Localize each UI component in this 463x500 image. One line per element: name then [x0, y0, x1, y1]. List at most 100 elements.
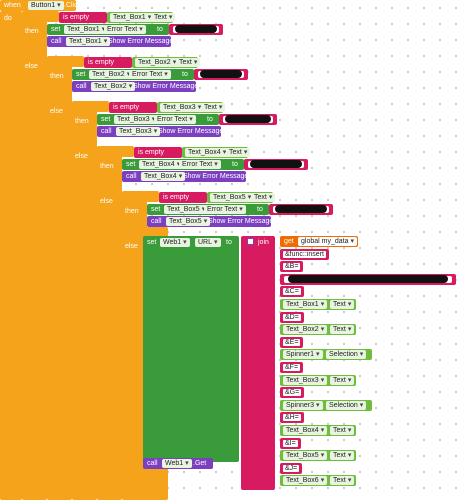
- join-component-dropdown[interactable]: Text_Box6 ▾: [283, 476, 328, 486]
- join-component-dropdown[interactable]: Text_Box1 ▾: [283, 300, 328, 309]
- join-string-16[interactable]: &I=: [280, 437, 301, 449]
- condition-prop-dropdown[interactable]: Text ▾: [151, 13, 176, 22]
- join-property-dropdown[interactable]: Text ▾: [330, 451, 355, 461]
- join-component-dropdown[interactable]: Text_Box3 ▾: [283, 375, 328, 385]
- call-box-dropdown-text: Text_Box5: [169, 218, 202, 225]
- string-value: &J=: [283, 464, 300, 472]
- web1-get-component-dropdown[interactable]: Web1 ▾: [162, 459, 192, 468]
- set-box-dropdown[interactable]: Text_Box2▾: [89, 70, 134, 79]
- event-component-dropdown[interactable]: Button1 ▾: [28, 1, 64, 10]
- join-component-dropdown[interactable]: Spinner1 ▾: [283, 350, 323, 360]
- string-value: &H=: [283, 414, 301, 422]
- chevron-down-icon: ▾: [152, 116, 156, 123]
- chevron-down-icon: ▾: [347, 326, 352, 334]
- to-label: to: [157, 26, 163, 33]
- join-string-2[interactable]: &B=: [280, 261, 304, 273]
- join-string-4[interactable]: &C=: [280, 286, 304, 298]
- join-property-dropdown[interactable]: Selection ▾: [326, 350, 367, 360]
- chevron-down-icon: ▾: [247, 194, 252, 201]
- join-block[interactable]: [241, 236, 275, 490]
- set-box-dropdown[interactable]: Text_Box1▾: [64, 25, 109, 34]
- to-label: to: [182, 71, 188, 78]
- url-property-dropdown[interactable]: URL ▾: [195, 238, 221, 247]
- chevron-down-icon: ▾: [147, 14, 152, 21]
- condition-box-dropdown[interactable]: Text_Box4 ▾: [185, 148, 230, 157]
- join-string-10[interactable]: &F=: [280, 362, 304, 373]
- error-text-prop-dropdown[interactable]: Error Text ▾: [179, 160, 221, 169]
- join-string-1[interactable]: &func::insert: [280, 248, 329, 260]
- global-variable-dropdown[interactable]: global my_data ▾: [298, 237, 357, 246]
- then-label: then: [50, 73, 64, 80]
- join-component-dropdown[interactable]: Text_Box5 ▾: [283, 451, 328, 461]
- join-string-6[interactable]: &D=: [280, 311, 304, 323]
- set-web1-url-block[interactable]: [143, 236, 239, 462]
- call-box-dropdown[interactable]: Text_Box4 ▾: [141, 172, 186, 181]
- redaction-mark: [250, 160, 302, 168]
- is-empty-block-4[interactable]: [134, 147, 182, 158]
- error-text-prop-dropdown[interactable]: Error Text ▾: [154, 115, 196, 124]
- is-empty-block-3[interactable]: [109, 102, 157, 113]
- if-else-block-4[interactable]: [97, 146, 122, 500]
- condition-prop-dropdown-text: Text: [204, 104, 217, 111]
- is-empty-block-5[interactable]: [159, 192, 207, 203]
- if-else-block-3[interactable]: [72, 101, 97, 500]
- condition-prop-dropdown[interactable]: Text ▾: [201, 103, 226, 112]
- join-property-dropdown[interactable]: Text ▾: [330, 300, 355, 309]
- do-label: do: [4, 15, 12, 22]
- if-else-block-1[interactable]: [22, 11, 47, 500]
- join-component-dropdown[interactable]: Spinner3 ▾: [283, 400, 323, 410]
- condition-box-dropdown[interactable]: Text_Box2 ▾: [135, 58, 180, 67]
- chevron-down-icon: ▾: [172, 59, 177, 66]
- get-label: get: [284, 238, 294, 245]
- join-property-dropdown[interactable]: Text ▾: [330, 476, 355, 486]
- error-text-prop-dropdown[interactable]: Error Text ▾: [204, 205, 246, 214]
- call-box-dropdown[interactable]: Text_Box2 ▾: [91, 82, 136, 91]
- condition-prop-dropdown[interactable]: Text ▾: [176, 58, 201, 67]
- join-component-dropdown[interactable]: Text_Box2 ▾: [283, 325, 328, 335]
- condition-box-dropdown[interactable]: Text_Box3 ▾: [160, 103, 205, 112]
- set-label: set: [126, 161, 136, 168]
- else-label: else: [25, 63, 38, 70]
- error-text-prop-dropdown-text: Error Text: [207, 206, 238, 213]
- chevron-down-icon: ▾: [347, 301, 352, 308]
- join-component-dropdown[interactable]: Text_Box4 ▾: [283, 426, 328, 435]
- error-text-prop-dropdown[interactable]: Error Text ▾: [104, 25, 146, 34]
- chevron-down-icon: ▾: [347, 477, 352, 485]
- condition-prop-dropdown[interactable]: Text ▾: [226, 148, 251, 157]
- condition-box-dropdown[interactable]: Text_Box5 ▾: [210, 193, 255, 202]
- is-empty-block-1[interactable]: [59, 12, 107, 23]
- then-label: then: [125, 208, 139, 215]
- redaction-mark: [275, 205, 327, 213]
- chevron-down-icon: ▾: [316, 351, 320, 359]
- join-property-name: Text: [333, 326, 346, 334]
- string-value: &I=: [283, 439, 298, 447]
- join-property-dropdown[interactable]: Text ▾: [330, 375, 355, 385]
- is-empty-block-2[interactable]: [84, 57, 132, 68]
- call-box-dropdown[interactable]: Text_Box5 ▾: [166, 217, 211, 226]
- web1-component-dropdown[interactable]: Web1 ▾: [160, 238, 190, 247]
- chevron-down-icon: ▾: [218, 104, 223, 111]
- set-box-dropdown[interactable]: Text_Box4▾: [139, 160, 184, 169]
- is-empty-label: is empty: [88, 59, 115, 66]
- join-property-dropdown[interactable]: Selection ▾: [326, 400, 367, 410]
- join-property-dropdown[interactable]: Text ▾: [330, 325, 355, 335]
- set-box-dropdown[interactable]: Text_Box3▾: [114, 115, 159, 124]
- if-else-block-2[interactable]: [47, 56, 72, 500]
- condition-prop-dropdown-text: Text: [254, 194, 267, 201]
- join-string-14[interactable]: &H=: [280, 412, 304, 424]
- call-box-dropdown[interactable]: Text_Box1 ▾: [66, 37, 111, 46]
- condition-prop-dropdown[interactable]: Text ▾: [251, 193, 276, 202]
- chevron-down-icon: ▾: [316, 401, 320, 409]
- call-box-dropdown[interactable]: Text_Box3 ▾: [116, 127, 161, 136]
- condition-box-dropdown[interactable]: Text_Box1 ▾: [110, 13, 155, 22]
- gear-icon[interactable]: [247, 238, 254, 245]
- chevron-down-icon: ▾: [197, 104, 202, 111]
- is-empty-label: is empty: [138, 149, 165, 156]
- join-property-dropdown[interactable]: Text ▾: [330, 426, 355, 435]
- if-else-block-5[interactable]: [122, 191, 147, 500]
- error-text-prop-dropdown[interactable]: Error Text ▾: [129, 70, 171, 79]
- join-string-12[interactable]: &G=: [280, 387, 305, 399]
- join-string-8[interactable]: &E=: [280, 336, 304, 348]
- set-box-dropdown[interactable]: Text_Box5▾: [164, 205, 209, 214]
- join-string-18[interactable]: &J=: [280, 462, 303, 474]
